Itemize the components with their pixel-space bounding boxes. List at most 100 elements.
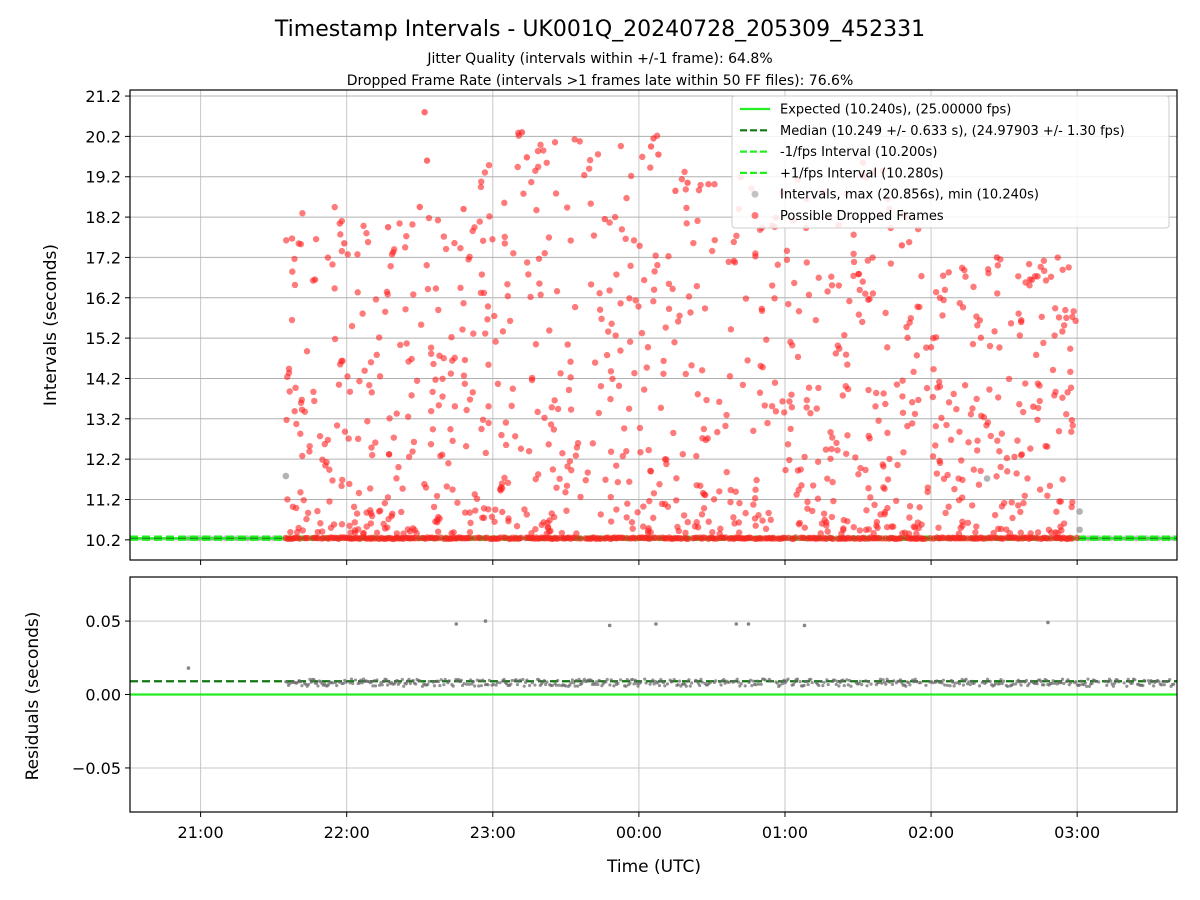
residual-point: [628, 681, 632, 685]
residual-point: [481, 678, 485, 682]
dropped-frame-point: [967, 411, 975, 418]
dropped-frame-point: [786, 456, 793, 464]
dropped-frame-point: [409, 525, 417, 532]
residual-point: [1172, 682, 1176, 686]
dropped-frame-point: [977, 467, 984, 475]
dropped-frame-point: [829, 478, 836, 486]
dropped-frame-point: [577, 535, 584, 542]
dropped-frame-point: [1015, 310, 1022, 317]
dropped-frame-point: [451, 403, 459, 410]
residual-point: [580, 681, 584, 686]
dropped-frame-point: [499, 508, 506, 516]
dropped-frame-point: [354, 289, 361, 296]
dropped-frame-point: [408, 392, 415, 399]
dropped-frame-point: [869, 290, 877, 297]
dropped-frame-point: [485, 506, 492, 513]
dropped-frame-point: [506, 317, 514, 325]
dropped-frame-point: [403, 232, 410, 240]
dropped-frame-point: [911, 410, 919, 418]
dropped-frame-point: [959, 522, 966, 529]
dropped-frame-point: [375, 334, 383, 341]
residual-point: [924, 683, 928, 687]
residual-point: [632, 682, 636, 686]
dropped-frame-point: [597, 511, 604, 518]
top-y-tick-label: 18.2: [85, 208, 121, 227]
dropped-frame-point: [615, 382, 623, 390]
dropped-frame-point: [939, 312, 946, 319]
residual-point: [477, 684, 481, 688]
residual-point: [677, 679, 682, 683]
dropped-frame-point: [795, 308, 803, 315]
residual-point: [337, 680, 341, 684]
dropped-frame-point: [363, 523, 370, 530]
dropped-frame-point: [485, 403, 492, 410]
dropped-frame-point: [1015, 502, 1022, 509]
dropped-frame-point: [945, 503, 952, 510]
dropped-frame-point: [485, 419, 492, 427]
dropped-frame-point: [695, 186, 703, 194]
dropped-frame-point: [450, 529, 457, 536]
dropped-frame-point: [647, 164, 654, 171]
dropped-frame-point: [381, 499, 389, 507]
dropped-frame-point: [771, 379, 779, 386]
residual-point: [572, 681, 576, 685]
residual-point: [1044, 678, 1049, 683]
dropped-frame-point: [764, 419, 771, 427]
dropped-frame-point: [364, 238, 372, 246]
dropped-frame-point: [939, 272, 947, 279]
dropped-frame-point: [844, 432, 851, 439]
residual-point: [782, 678, 786, 682]
dropped-frame-point: [572, 452, 580, 459]
dropped-frame-point: [844, 385, 852, 393]
dropped-frame-point: [688, 362, 695, 369]
dropped-frame-point: [1063, 411, 1070, 418]
residual-point: [545, 680, 549, 684]
dropped-frame-point: [337, 231, 344, 238]
dropped-frame-point: [356, 377, 363, 385]
dropped-frame-point: [1027, 445, 1034, 452]
dropped-frame-point: [959, 476, 966, 484]
dropped-frame-point: [534, 147, 542, 155]
dropped-frame-point: [723, 468, 730, 476]
residual-point: [866, 680, 870, 684]
dropped-frame-point: [498, 485, 506, 492]
dropped-frame-point: [730, 238, 738, 246]
x-tick-label: 00:00: [616, 823, 662, 842]
dropped-frame-point: [986, 386, 993, 393]
dropped-frame-point: [351, 519, 358, 526]
residual-point: [984, 680, 988, 684]
dropped-frame-point: [850, 258, 858, 266]
dropped-frame-point: [732, 488, 739, 495]
residual-point: [750, 684, 754, 688]
dropped-frame-point: [576, 138, 583, 145]
dropped-frame-point: [661, 500, 669, 508]
dropped-frame-point: [643, 364, 650, 371]
residual-point: [404, 682, 408, 686]
dropped-frame-point: [591, 359, 599, 366]
residual-point: [698, 683, 702, 688]
dropped-frame-point: [801, 453, 808, 461]
dropped-frame-point: [783, 247, 791, 255]
dropped-frame-point: [345, 435, 352, 442]
residual-point: [951, 680, 955, 684]
dropped-frame-point: [368, 444, 375, 451]
residual-point: [1078, 683, 1082, 687]
dropped-frame-point: [311, 397, 318, 405]
dropped-frame-point: [437, 452, 444, 460]
residual-point: [819, 679, 824, 684]
dropped-frame-point: [486, 213, 493, 220]
dropped-frame-point: [630, 237, 638, 244]
dropped-frame-point: [382, 308, 389, 315]
dropped-frame-point: [466, 253, 473, 261]
dropped-frame-point: [299, 452, 306, 460]
dropped-frame-point: [750, 427, 757, 435]
residual-point: [940, 681, 944, 685]
dropped-frame-point: [855, 270, 863, 278]
residual-point: [1109, 679, 1113, 683]
dropped-frame-point: [558, 529, 566, 537]
dropped-frame-point: [528, 178, 535, 186]
dropped-frame-point: [626, 338, 634, 345]
dropped-frame-point: [844, 361, 851, 368]
dropped-frame-point: [434, 516, 441, 524]
dropped-frame-point: [498, 480, 506, 487]
